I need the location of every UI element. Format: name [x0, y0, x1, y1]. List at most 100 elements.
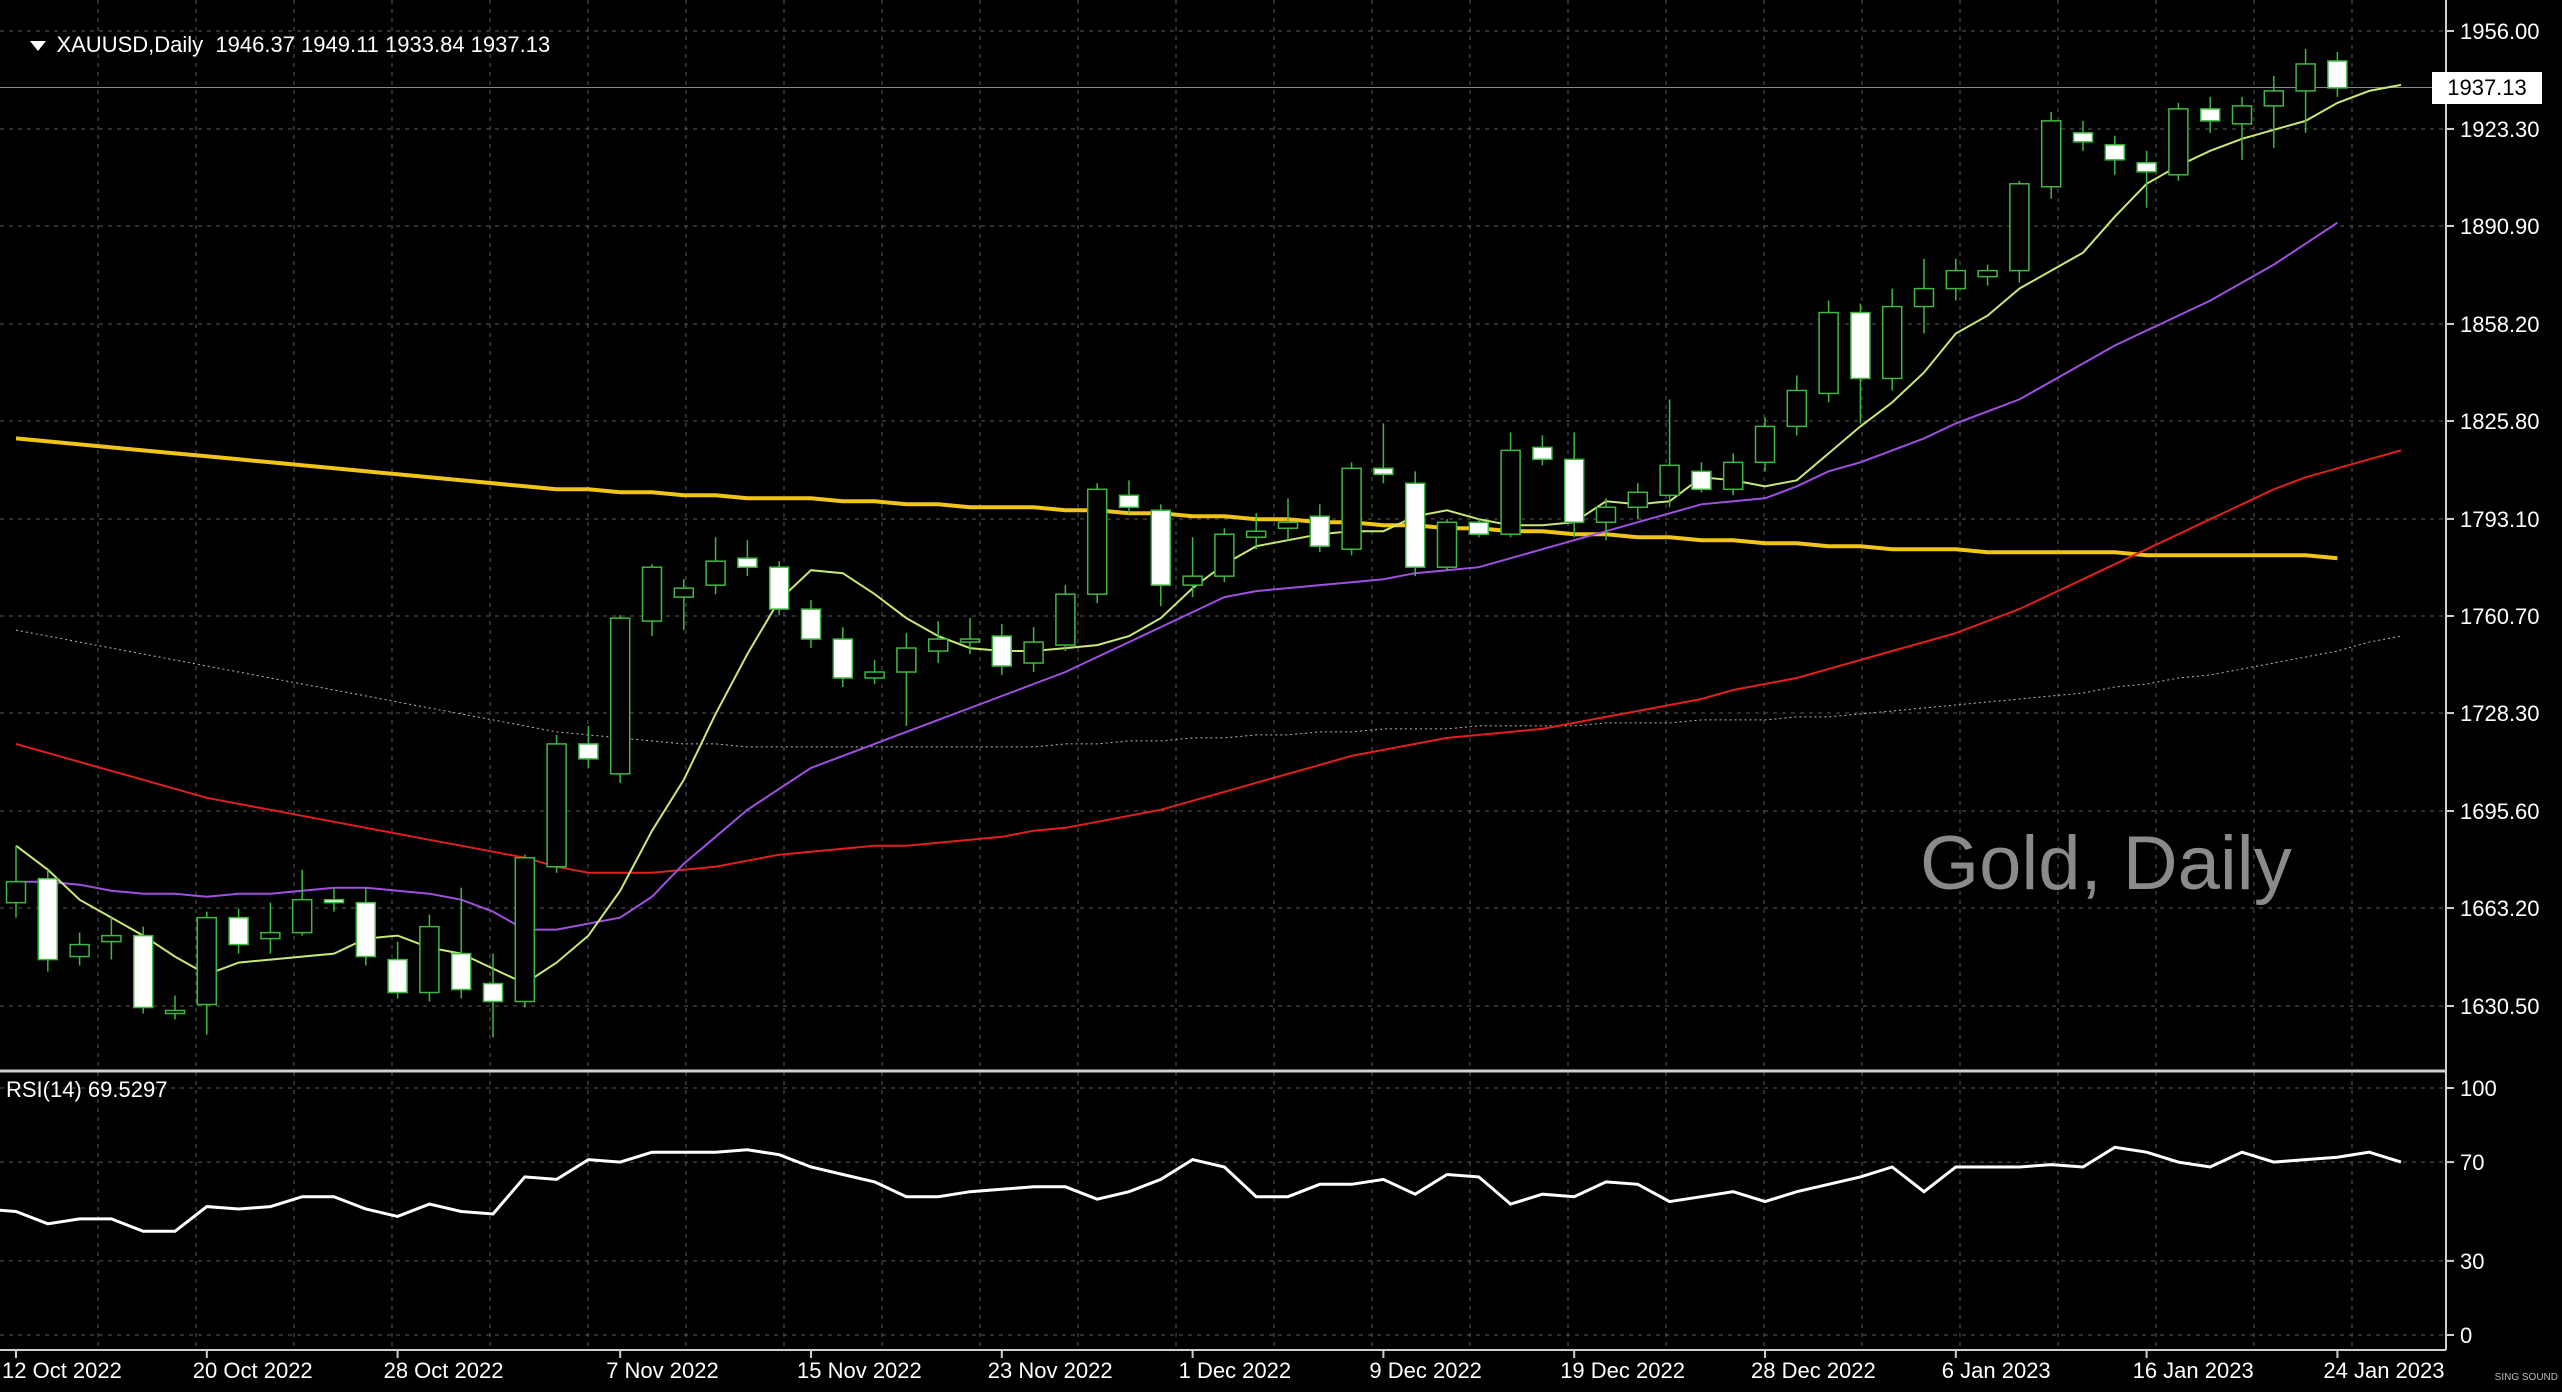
rsi-tick-label: 70: [2460, 1150, 2484, 1175]
price-tick-label: 1825.80: [2460, 409, 2540, 434]
candle-body: [2040, 120, 2062, 188]
candle-body: [387, 958, 408, 994]
candle-body: [1659, 464, 1680, 497]
date-tick-label: 15 Nov 2022: [797, 1358, 922, 1383]
date-tick-label: 12 Oct 2022: [2, 1358, 122, 1383]
candle-body: [1786, 389, 1808, 428]
candle-body: [609, 617, 631, 775]
candle-body: [228, 916, 249, 946]
candle-body: [1850, 311, 1871, 380]
date-tick-label: 23 Nov 2022: [988, 1358, 1113, 1383]
candle-body: [927, 638, 949, 652]
rsi-label: RSI(14) 69.5297: [6, 1077, 168, 1102]
candle-body: [864, 671, 885, 679]
candle-body: [959, 638, 981, 643]
candle-body: [1309, 515, 1331, 547]
candle-body: [323, 898, 345, 904]
candle-body: [1881, 305, 1903, 380]
date-tick-label: 16 Jan 2023: [2133, 1358, 2254, 1383]
date-tick-label: 19 Dec 2022: [1560, 1358, 1685, 1383]
candle-body: [37, 877, 59, 961]
rsi-grid: [0, 1072, 2446, 1347]
rsi-tick-label: 0: [2460, 1323, 2472, 1348]
candle-body: [673, 587, 695, 598]
candle-body: [2136, 162, 2157, 173]
candle-body: [1150, 509, 1172, 586]
candle-body: [1532, 446, 1553, 461]
candle-body: [2009, 183, 2030, 272]
ohlc-values: 1946.37 1949.11 1933.84 1937.13: [215, 32, 551, 57]
date-tick-label: 7 Nov 2022: [606, 1358, 719, 1383]
date-tick-label: 28 Dec 2022: [1751, 1358, 1876, 1383]
candle-body: [196, 916, 218, 1006]
candle-body: [2104, 144, 2126, 161]
candle-body: [482, 982, 504, 1003]
rsi-tick-label: 100: [2460, 1076, 2497, 1101]
candle-body: [2263, 90, 2285, 107]
candle-body: [768, 566, 790, 610]
candle-body: [164, 1009, 186, 1015]
brand-logo: SING SOUND: [2494, 1372, 2558, 1383]
rsi-line: [0, 1145, 2402, 1233]
symbol-label: XAUUSD,Daily: [56, 32, 204, 57]
candle-body: [1086, 488, 1108, 595]
candle-body: [291, 898, 313, 934]
candle-body: [1373, 467, 1394, 476]
candle-body: [1404, 482, 1426, 568]
price-tick-label: 1695.60: [2460, 799, 2540, 824]
price-tick-label: 1630.50: [2460, 994, 2540, 1019]
candle-body: [1341, 467, 1362, 550]
candle-body: [641, 566, 663, 622]
candle-body: [800, 608, 822, 640]
candle-body: [101, 934, 122, 943]
candle-body: [260, 931, 281, 940]
candle-body: [1595, 506, 1617, 523]
candle-body: [5, 880, 27, 904]
rsi-series-line: [0, 1145, 2402, 1233]
candle-body: [1182, 575, 1203, 586]
date-tick-label: 6 Jan 2023: [1942, 1358, 2051, 1383]
candle-body: [2199, 108, 2221, 122]
price-tick-label: 1956.00: [2460, 19, 2540, 44]
price-tick-label: 1923.30: [2460, 117, 2540, 142]
candle-body: [1436, 521, 1458, 568]
candle-body: [419, 925, 440, 994]
candle-body: [355, 901, 377, 958]
symbol-header: XAUUSD,Daily 1946.37 1949.11 1933.84 193…: [6, 6, 550, 84]
dropdown-triangle-icon[interactable]: [30, 41, 47, 52]
candle-body: [1754, 425, 1776, 464]
price-tick-label: 1793.10: [2460, 507, 2540, 532]
candle-body: [69, 943, 90, 958]
candle-body: [705, 560, 726, 586]
candle-body: [450, 952, 472, 991]
candle-body: [514, 856, 536, 1003]
date-tick-label: 9 Dec 2022: [1369, 1358, 1482, 1383]
candle-body: [578, 743, 599, 760]
candle-body: [1818, 311, 1839, 395]
candle-body: [1913, 287, 1935, 308]
candle-body: [1023, 641, 1044, 664]
candle-body: [2327, 60, 2348, 89]
candle-body: [1722, 461, 1744, 491]
chart-watermark: Gold, Daily: [1920, 821, 2292, 906]
candle-body: [1691, 470, 1712, 491]
date-tick-label: 28 Oct 2022: [384, 1358, 504, 1383]
candle-body: [2168, 108, 2189, 176]
candle-body: [1977, 269, 1998, 278]
date-tick-label: 20 Oct 2022: [193, 1358, 313, 1383]
price-tick-label: 1663.20: [2460, 896, 2540, 921]
candle-body: [132, 934, 154, 1009]
candle-body: [1055, 593, 1076, 646]
rsi-tick-label: 30: [2460, 1249, 2484, 1274]
candle-body: [1627, 491, 1649, 509]
price-tick-label: 1760.70: [2460, 604, 2540, 629]
candle-body: [1468, 521, 1490, 535]
candle-body: [2072, 132, 2094, 143]
candle-body: [2231, 105, 2253, 125]
ma-light-green-line: [15, 83, 2402, 985]
ma-red-line: [15, 449, 2402, 874]
ma-purple-line: [16, 221, 2338, 931]
candle-body: [1500, 449, 1521, 535]
